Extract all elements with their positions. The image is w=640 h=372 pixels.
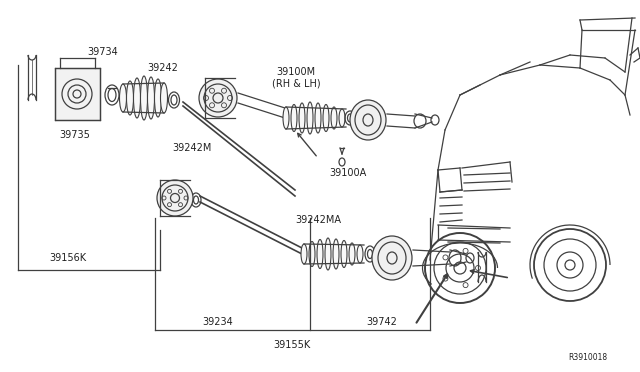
- Ellipse shape: [323, 105, 329, 131]
- Text: 39234: 39234: [203, 317, 234, 327]
- Ellipse shape: [339, 109, 345, 127]
- Text: 39735: 39735: [60, 130, 90, 140]
- Text: 39100A: 39100A: [330, 168, 367, 178]
- Text: (RH & LH): (RH & LH): [272, 78, 320, 88]
- Ellipse shape: [350, 100, 386, 140]
- Ellipse shape: [349, 243, 355, 265]
- Ellipse shape: [299, 103, 305, 133]
- Ellipse shape: [283, 107, 289, 129]
- Ellipse shape: [291, 105, 297, 131]
- Ellipse shape: [134, 78, 141, 118]
- Ellipse shape: [120, 84, 127, 112]
- Ellipse shape: [199, 79, 237, 117]
- Ellipse shape: [325, 238, 331, 270]
- Ellipse shape: [372, 236, 412, 280]
- Ellipse shape: [154, 79, 161, 117]
- Ellipse shape: [317, 240, 323, 269]
- Text: 39242M: 39242M: [172, 143, 212, 153]
- Ellipse shape: [309, 241, 315, 266]
- Ellipse shape: [315, 103, 321, 133]
- Text: 39155K: 39155K: [273, 340, 310, 350]
- Text: R3910018: R3910018: [568, 353, 607, 362]
- Ellipse shape: [331, 107, 337, 129]
- Ellipse shape: [357, 245, 363, 263]
- Text: 39242MA: 39242MA: [295, 215, 341, 225]
- Ellipse shape: [141, 76, 147, 120]
- Ellipse shape: [301, 244, 307, 264]
- Text: 39742: 39742: [367, 317, 397, 327]
- Ellipse shape: [157, 180, 193, 216]
- Ellipse shape: [161, 83, 168, 113]
- Ellipse shape: [333, 239, 339, 269]
- Ellipse shape: [127, 81, 134, 115]
- Text: 39100M: 39100M: [276, 67, 316, 77]
- Text: 39242: 39242: [148, 63, 179, 73]
- Ellipse shape: [147, 77, 154, 119]
- Text: 39734: 39734: [88, 47, 118, 57]
- Text: 39156K: 39156K: [49, 253, 86, 263]
- Ellipse shape: [307, 102, 313, 134]
- Bar: [55, 68, 100, 120]
- Ellipse shape: [341, 241, 347, 267]
